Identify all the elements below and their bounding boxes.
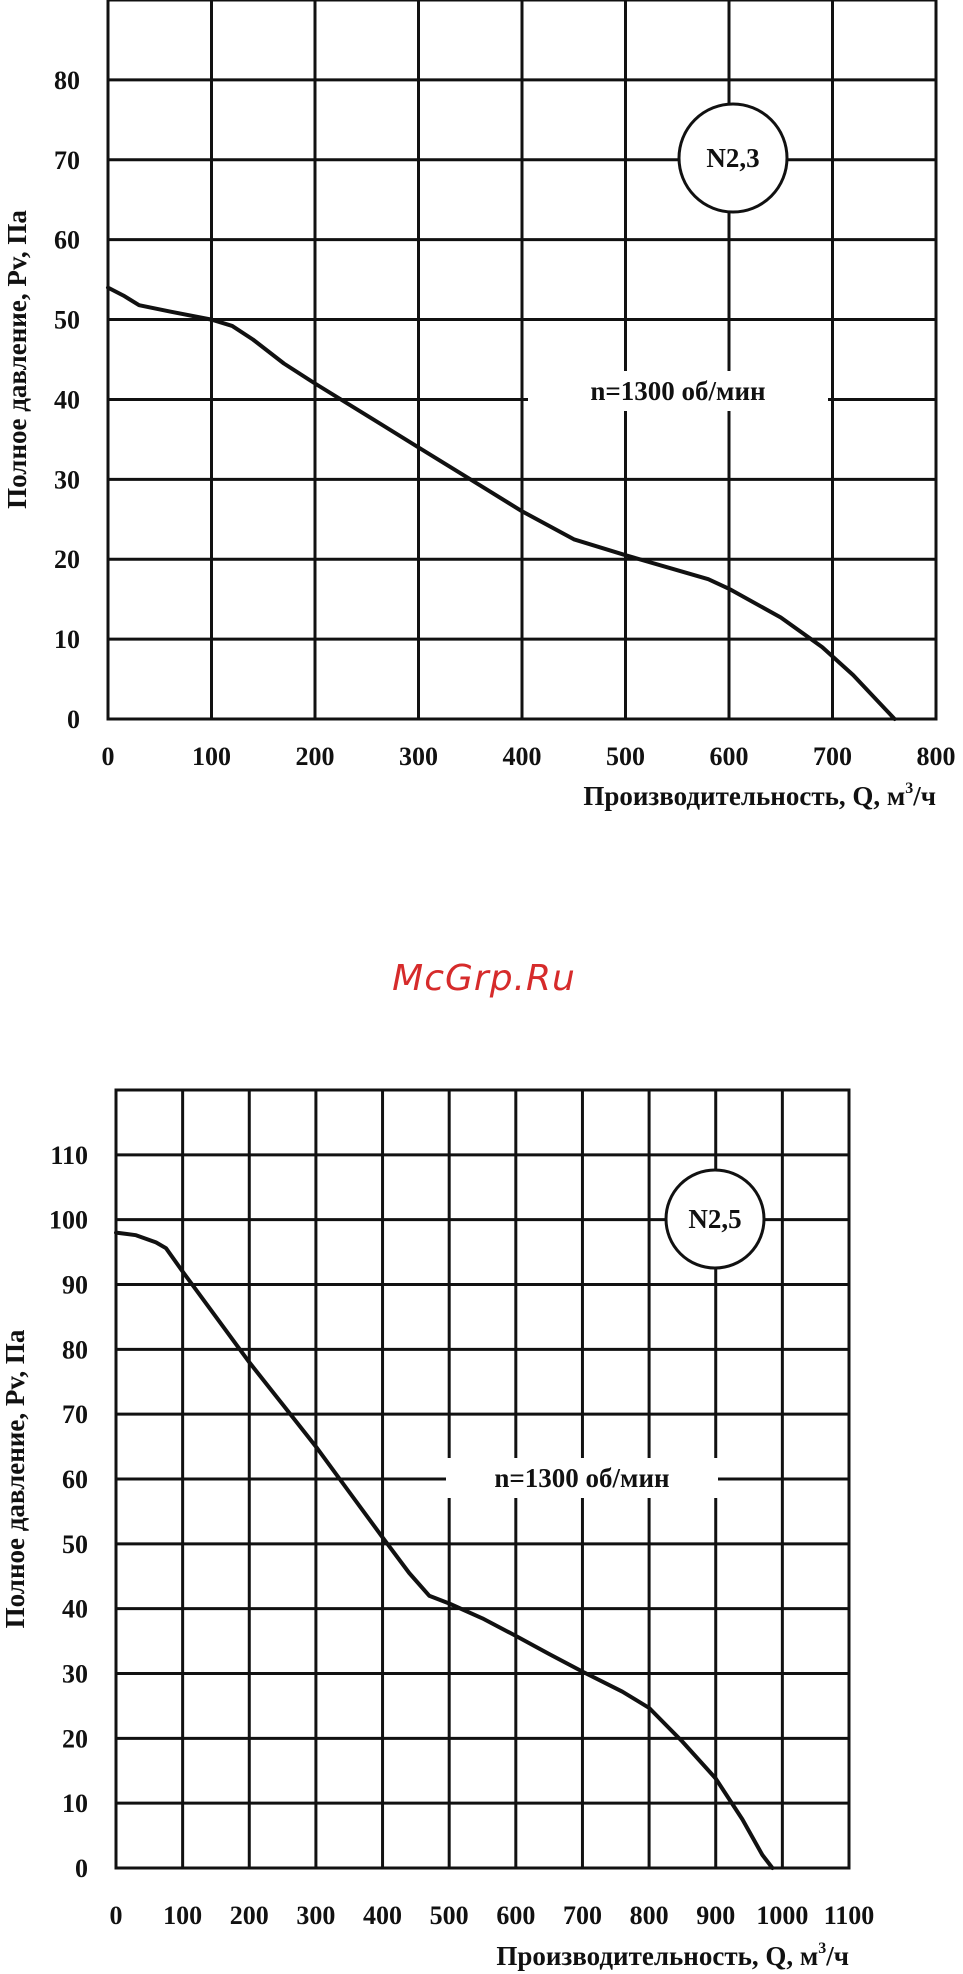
x-tick-label: 0 xyxy=(110,1901,123,1930)
x-axis-title: Производительность, Q, м3/ч xyxy=(583,780,936,811)
x-tick-label: 300 xyxy=(296,1901,335,1930)
y-tick-label: 30 xyxy=(54,465,80,494)
x-tick-label: 700 xyxy=(813,742,852,771)
performance-curve xyxy=(106,285,897,721)
model-badge-circle xyxy=(664,1168,766,1270)
x-tick-label: 400 xyxy=(503,742,542,771)
speed-annotation: n=1300 об/мин xyxy=(494,1463,669,1493)
model-badge-label: N2,5 xyxy=(688,1204,741,1234)
x-tick-label: 800 xyxy=(630,1901,669,1930)
y-tick-label: 100 xyxy=(49,1206,88,1235)
y-tick-label: 70 xyxy=(54,146,80,175)
y-tick-label: 0 xyxy=(75,1854,88,1883)
model-badge-label: N2,3 xyxy=(706,143,759,173)
y-tick-label: 40 xyxy=(62,1595,88,1624)
plot-frame xyxy=(114,1088,851,1870)
y-tick-label: 60 xyxy=(62,1465,88,1494)
y-tick-label: 10 xyxy=(54,625,80,654)
x-tick-label: 600 xyxy=(710,742,749,771)
y-tick-label: 70 xyxy=(62,1400,88,1429)
y-tick-label: 110 xyxy=(50,1141,88,1170)
x-tick-label: 700 xyxy=(563,1901,602,1930)
x-tick-label: 600 xyxy=(496,1901,535,1930)
performance-curve xyxy=(114,1230,775,1870)
model-badge-circle xyxy=(677,102,789,214)
y-tick-label: 80 xyxy=(54,66,80,95)
y-tick-label: 30 xyxy=(62,1660,88,1689)
y-tick-label: 50 xyxy=(54,306,80,335)
x-tick-label: 0 xyxy=(102,742,115,771)
y-tick-label: 40 xyxy=(54,385,80,414)
speed-annotation: n=1300 об/мин xyxy=(590,376,765,406)
y-tick-label: 10 xyxy=(62,1789,88,1818)
y-axis-title: Полное давление, Pv, Па xyxy=(2,210,32,509)
y-tick-label: 20 xyxy=(62,1724,88,1753)
x-tick-label: 1100 xyxy=(824,1901,875,1930)
x-tick-label: 1000 xyxy=(756,1901,808,1930)
x-tick-label: 200 xyxy=(230,1901,269,1930)
x-axis-title: Производительность, Q, м3/ч xyxy=(496,1940,849,1971)
chart-n2-3: 0 100 200 300 400 500 600 700 800 0 10 20 30 40 50 60 70… xyxy=(2,0,956,811)
x-tick-label: 300 xyxy=(399,742,438,771)
x-tick-label: 400 xyxy=(363,1901,402,1930)
y-tick-label: 50 xyxy=(62,1530,88,1559)
annotation-background xyxy=(446,1458,718,1498)
plot-frame xyxy=(106,0,938,721)
x-tick-label: 100 xyxy=(192,742,231,771)
x-tick-label: 100 xyxy=(163,1901,202,1930)
x-tick-label: 500 xyxy=(430,1901,469,1930)
annotation-background xyxy=(528,371,828,411)
chart-n2-5: 0 100 200 300 400 500 600 700 800 900 1000 1100 0 10 2… xyxy=(0,1088,875,1971)
y-tick-label: 90 xyxy=(62,1271,88,1300)
y-tick-label: 80 xyxy=(62,1335,88,1364)
y-tick-label: 60 xyxy=(54,226,80,255)
x-tick-label: 500 xyxy=(606,742,645,771)
y-axis-title: Полное давление, Pv, Па xyxy=(0,1329,30,1628)
y-tick-label: 20 xyxy=(54,545,80,574)
y-tick-label: 0 xyxy=(67,705,80,734)
x-tick-label: 900 xyxy=(696,1901,735,1930)
x-tick-label: 200 xyxy=(296,742,335,771)
watermark: McGrp.Ru xyxy=(392,958,576,999)
x-tick-label: 800 xyxy=(917,742,956,771)
